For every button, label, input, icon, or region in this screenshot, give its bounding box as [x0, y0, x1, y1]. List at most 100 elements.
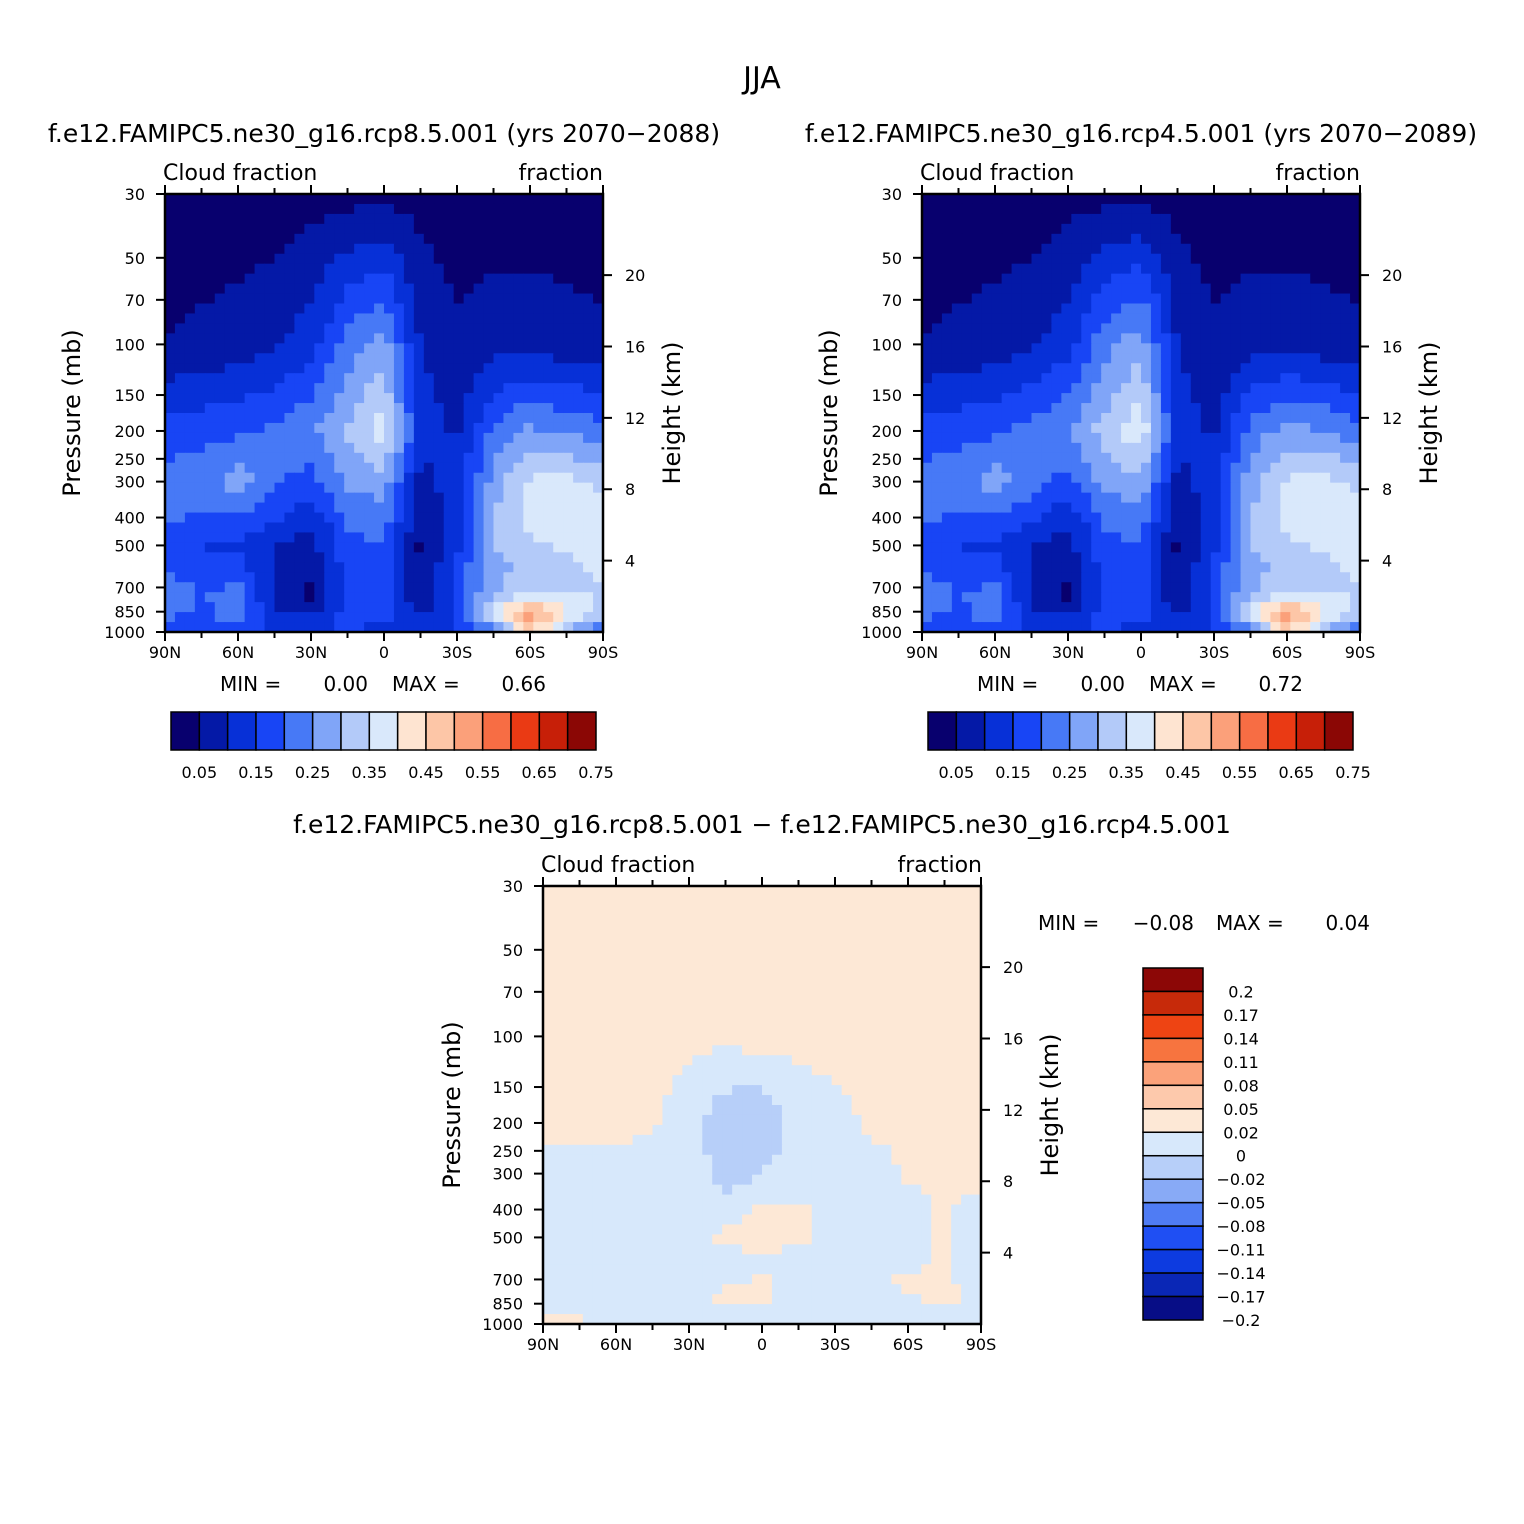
- contour-cell: [1160, 422, 1172, 434]
- contour-cell: [443, 353, 455, 364]
- contour-cell: [194, 273, 206, 285]
- contour-cell: [513, 522, 524, 534]
- contour-cell: [543, 886, 554, 897]
- contour-cell: [573, 512, 584, 524]
- contour-cell: [573, 472, 584, 484]
- contour-cell: [244, 303, 256, 315]
- contour-cell: [1280, 293, 1291, 305]
- contour-cell: [552, 1065, 564, 1076]
- panel-rcp45: f.e12.FAMIPC5.ne30_g16.rcp4.5.001 (yrs 2…: [805, 119, 1477, 782]
- contour-cell: [941, 592, 953, 603]
- contour-cell: [403, 303, 415, 315]
- contour-cell: [543, 442, 554, 454]
- contour-cell: [543, 273, 554, 285]
- contour-cell: [493, 582, 505, 593]
- contour-cell: [1290, 203, 1301, 215]
- contour-cell: [1300, 612, 1311, 623]
- contour-cell: [851, 995, 863, 1007]
- contour-cell: [1061, 263, 1072, 275]
- contour-cell: [583, 293, 594, 305]
- contour-cell: [811, 895, 823, 907]
- contour-cell: [204, 622, 216, 633]
- contour-cell: [1210, 263, 1222, 275]
- contour-cell: [384, 223, 395, 235]
- contour-cell: [1270, 413, 1281, 424]
- contour-cell: [1131, 562, 1142, 573]
- contour-cell: [1270, 383, 1281, 394]
- contour-cell: [523, 442, 534, 454]
- contour-cell: [572, 1065, 584, 1076]
- contour-cell: [1111, 552, 1122, 563]
- contour-cell: [1091, 403, 1102, 414]
- contour-cell: [622, 1015, 634, 1026]
- contour-cell: [1300, 622, 1311, 633]
- contour-cell: [1290, 383, 1301, 394]
- contour-cell: [841, 1075, 853, 1086]
- contour-cell: [254, 263, 266, 275]
- contour-cell: [1190, 213, 1202, 225]
- contour-cell: [1111, 432, 1122, 444]
- contour-cell: [593, 512, 604, 524]
- contour-cell: [493, 532, 505, 543]
- contour-cell: [354, 572, 365, 583]
- contour-cell: [881, 905, 892, 917]
- contour-cell: [652, 965, 664, 977]
- contour-cell: [991, 482, 1003, 494]
- contour-cell: [1011, 243, 1023, 255]
- contour-cell: [1350, 542, 1361, 553]
- contour-cell: [1290, 253, 1301, 265]
- contour-cell: [244, 442, 256, 454]
- contour-cell: [443, 363, 455, 374]
- contour-cell: [453, 413, 465, 424]
- contour-cell: [553, 273, 564, 285]
- contour-cell: [861, 1055, 873, 1066]
- contour-cell: [941, 233, 953, 245]
- contour-cell: [214, 373, 226, 384]
- contour-cell: [473, 253, 485, 265]
- contour-cell: [1240, 293, 1252, 305]
- contour-cell: [632, 1055, 644, 1066]
- contour-cell: [652, 1085, 664, 1096]
- contour-cell: [503, 353, 514, 364]
- contour-cell: [1330, 273, 1341, 285]
- contour-cell: [762, 995, 773, 1007]
- contour-cell: [682, 955, 693, 967]
- contour-cell: [384, 413, 395, 424]
- contour-cell: [254, 393, 266, 404]
- contour-cell: [493, 213, 505, 225]
- contour-cell: [433, 542, 445, 553]
- contour-cell: [1190, 403, 1202, 414]
- contour-cell: [1200, 303, 1212, 315]
- contour-cell: [682, 1085, 693, 1096]
- contour-cell: [1041, 572, 1052, 583]
- contour-cell: [304, 243, 315, 255]
- contour-cell: [413, 233, 425, 245]
- contour-cell: [931, 1035, 942, 1046]
- contour-cell: [1280, 602, 1291, 613]
- contour-cell: [881, 895, 892, 907]
- contour-cell: [1101, 194, 1112, 205]
- contour-cell: [543, 233, 554, 245]
- contour-cell: [224, 363, 236, 374]
- contour-cell: [294, 602, 305, 613]
- contour-cell: [583, 562, 594, 573]
- contour-cell: [493, 413, 505, 424]
- contour-cell: [702, 1085, 713, 1096]
- contour-cell: [961, 442, 973, 454]
- contour-cell: [762, 915, 773, 927]
- contour-cell: [1270, 293, 1281, 305]
- contour-cell: [583, 393, 594, 404]
- contour-cell: [931, 253, 943, 265]
- contour-cell: [951, 945, 962, 957]
- contour-cell: [583, 622, 594, 633]
- contour-cell: [1310, 403, 1321, 414]
- contour-cell: [354, 472, 365, 484]
- contour-cell: [692, 955, 703, 967]
- contour-cell: [324, 462, 335, 474]
- contour-cell: [632, 965, 644, 977]
- contour-cell: [1150, 592, 1162, 603]
- contour-cell: [801, 985, 813, 997]
- contour-cell: [742, 905, 753, 917]
- contour-cell: [831, 965, 843, 977]
- contour-cell: [393, 562, 405, 573]
